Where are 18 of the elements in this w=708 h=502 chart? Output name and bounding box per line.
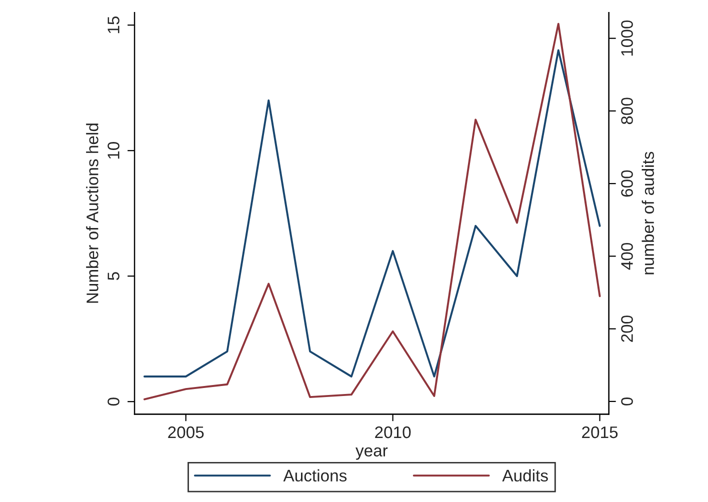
y2-tick-label: 200 (621, 316, 633, 342)
y2-tick-label: 0 (621, 397, 633, 406)
y2-axis-title: number of audits (642, 152, 654, 274)
y-tick-label: 5 (108, 272, 120, 280)
y2-tick-label: 400 (621, 242, 633, 270)
y2-tick-label: 1000 (621, 20, 633, 56)
x-tick-label: 2010 (375, 426, 411, 438)
y2-tick-label: 800 (621, 98, 633, 124)
y-tick-label: 15 (108, 16, 120, 34)
legend-label: Auctions (283, 469, 347, 482)
x-tick-label: 2005 (168, 426, 204, 438)
y-tick-label: 0 (108, 398, 120, 406)
y2-tick-label: 600 (621, 170, 633, 197)
x-axis-title: year (356, 447, 388, 460)
x-tick-label: 2015 (582, 426, 618, 438)
legend-label: Audits (502, 469, 548, 482)
y-tick-label: 10 (108, 142, 120, 159)
y-axis-title: Number of Auctions held (86, 124, 98, 303)
